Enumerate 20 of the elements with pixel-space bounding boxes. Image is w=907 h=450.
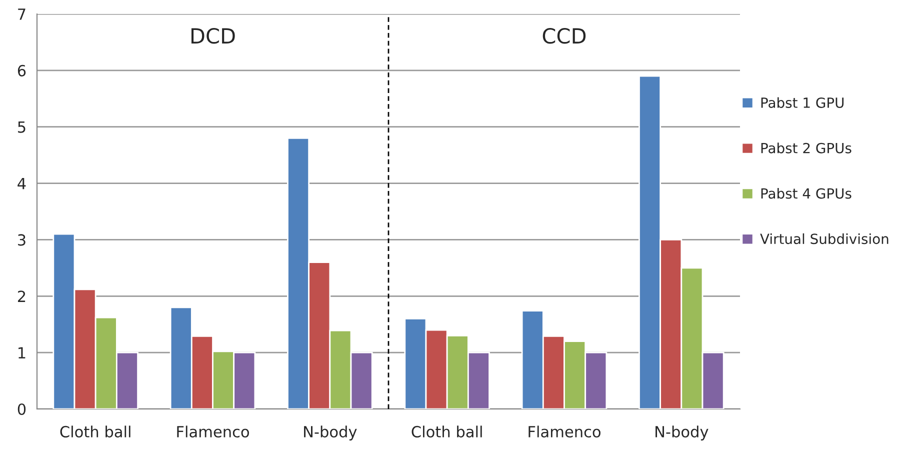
x-tick-label: N-body [304,426,357,440]
annotation: DCD [191,28,235,44]
y-tick-label: 1 [18,347,26,358]
legend-label: Virtual Subdivision [760,233,888,244]
y-tick-label: 5 [18,122,26,133]
y-tick-label: 6 [18,64,26,76]
y-tick-label: 3 [18,234,26,246]
annotation: CCD [542,28,586,44]
x-tick-label: Flamenco [177,426,249,438]
y-tick-label: 2 [18,290,26,302]
x-tick-label: Cloth ball [412,426,482,438]
y-tick-label: 7 [18,8,26,20]
x-tick-label: Cloth ball [60,426,130,438]
legend-label: Pabst 1 GPU [761,97,844,108]
x-tick-label: N-body [656,426,708,440]
x-tick-label: Flamenco [528,426,600,438]
y-tick-label: 0 [18,403,26,416]
legend-label: Pabst 2 GPUs [761,142,852,154]
y-tick-label: 4 [18,178,26,190]
legend-label: Pabst 4 GPUs [761,188,852,199]
